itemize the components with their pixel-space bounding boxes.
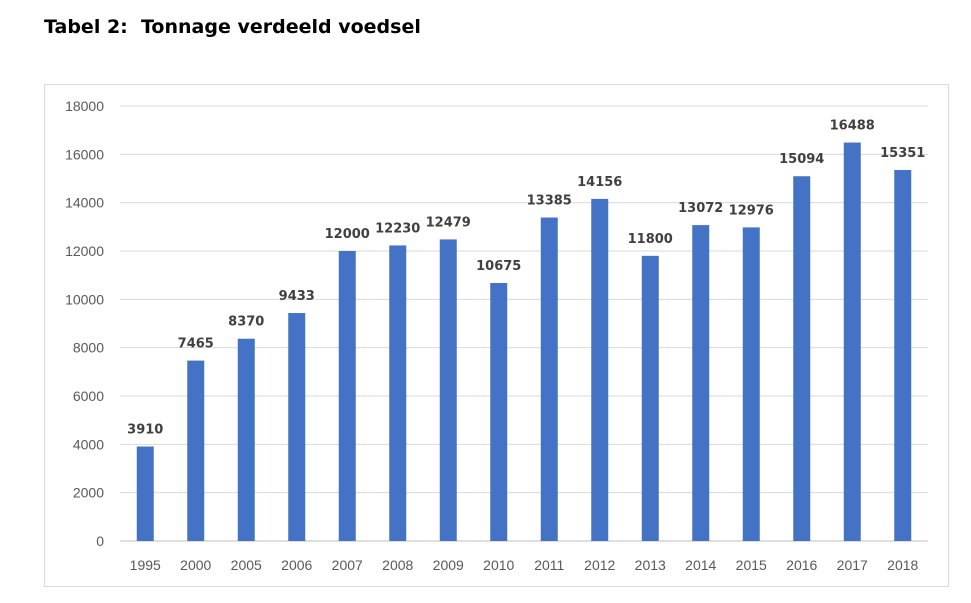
x-tick-label-1995: 1995 <box>130 557 161 573</box>
data-label-2014: 13072 <box>678 201 723 216</box>
bar-2007 <box>338 251 356 541</box>
x-tick-label-2015: 2015 <box>736 557 767 573</box>
data-label-2010: 10675 <box>476 259 521 274</box>
y-tick-label: 10000 <box>65 291 104 307</box>
x-tick-label-2009: 2009 <box>433 557 464 573</box>
bar-2005 <box>237 338 255 541</box>
y-tick-label: 6000 <box>73 388 104 404</box>
x-tick-label-2012: 2012 <box>584 557 615 573</box>
x-axis-ticks: 1995 2000 2005 2006 2007 2008 2009 2010 2011 2012… <box>130 557 919 573</box>
x-tick-label-2018: 2018 <box>887 557 918 573</box>
bars <box>136 142 912 542</box>
data-label-2007: 12000 <box>325 227 370 242</box>
data-label-2015: 12976 <box>729 203 774 218</box>
x-tick-label-2010: 2010 <box>483 557 514 573</box>
y-tick-label: 4000 <box>73 436 104 452</box>
y-axis-ticks: 0 2000 4000 6000 8000 10000 12000 14000 16000 180… <box>65 98 104 549</box>
y-tick-label: 18000 <box>65 98 104 114</box>
data-label-2017: 16488 <box>830 119 875 134</box>
bar-2012 <box>591 198 609 541</box>
bar-2017 <box>843 142 861 542</box>
y-tick-label: 14000 <box>65 195 104 211</box>
data-labels: 3910 7465 8370 9433 12000 12230 12479 10675 1338… <box>127 119 925 438</box>
x-tick-label-2017: 2017 <box>837 557 868 573</box>
data-label-2009: 12479 <box>426 215 471 230</box>
x-tick-label-2005: 2005 <box>231 557 262 573</box>
bar-2014 <box>692 225 710 542</box>
bar-2008 <box>389 245 407 542</box>
y-tick-label: 0 <box>96 533 104 549</box>
data-label-2005: 8370 <box>228 315 264 330</box>
y-tick-label: 8000 <box>73 340 104 356</box>
data-label-1995: 3910 <box>127 423 163 438</box>
x-tick-label-2014: 2014 <box>685 557 716 573</box>
x-tick-label-2013: 2013 <box>635 557 666 573</box>
chart-frame <box>44 84 949 587</box>
data-label-2018: 15351 <box>880 146 925 161</box>
data-label-2008: 12230 <box>375 221 420 236</box>
bar-2010 <box>490 283 508 541</box>
y-tick-label: 16000 <box>65 146 104 162</box>
bar-2018 <box>894 170 912 541</box>
bar-2013 <box>641 255 659 542</box>
y-tick-label: 2000 <box>73 485 104 501</box>
heading-label: Tabel 2: <box>44 16 128 38</box>
x-tick-label-2007: 2007 <box>332 557 363 573</box>
x-tick-label-2000: 2000 <box>180 557 211 573</box>
x-tick-label-2016: 2016 <box>786 557 817 573</box>
data-label-2012: 14156 <box>577 175 622 190</box>
bar-2015 <box>742 227 760 541</box>
bar-1995 <box>136 446 154 541</box>
bar-2016 <box>793 176 811 541</box>
y-tick-label: 12000 <box>65 243 104 259</box>
heading-title: Tonnage verdeeld voedsel <box>141 16 421 38</box>
data-label-2006: 9433 <box>279 289 315 304</box>
data-label-2016: 15094 <box>779 152 824 167</box>
x-tick-label-2011: 2011 <box>534 557 564 573</box>
bar-2006 <box>288 313 306 541</box>
data-label-2011: 13385 <box>527 194 572 209</box>
x-tick-label-2008: 2008 <box>382 557 413 573</box>
bar-2000 <box>187 360 205 541</box>
bar-2011 <box>540 217 558 541</box>
data-label-2013: 11800 <box>628 232 673 247</box>
data-label-2000: 7465 <box>178 337 214 352</box>
x-tick-label-2006: 2006 <box>281 557 312 573</box>
page-heading: Tabel 2: Tonnage verdeeld voedsel <box>44 16 421 38</box>
bar-2009 <box>439 239 457 541</box>
